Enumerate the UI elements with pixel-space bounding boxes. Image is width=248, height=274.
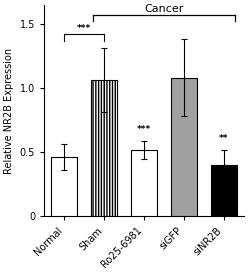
Bar [131, 150, 157, 216]
Bar [171, 78, 197, 216]
Text: ***: *** [77, 24, 91, 33]
Bar [51, 157, 77, 216]
Text: **: ** [219, 134, 229, 143]
Bar [211, 165, 237, 216]
Text: Cancer: Cancer [144, 4, 184, 14]
Bar [91, 80, 117, 216]
Y-axis label: Relative NR2B Expression: Relative NR2B Expression [4, 47, 14, 173]
Text: ***: *** [137, 125, 151, 134]
